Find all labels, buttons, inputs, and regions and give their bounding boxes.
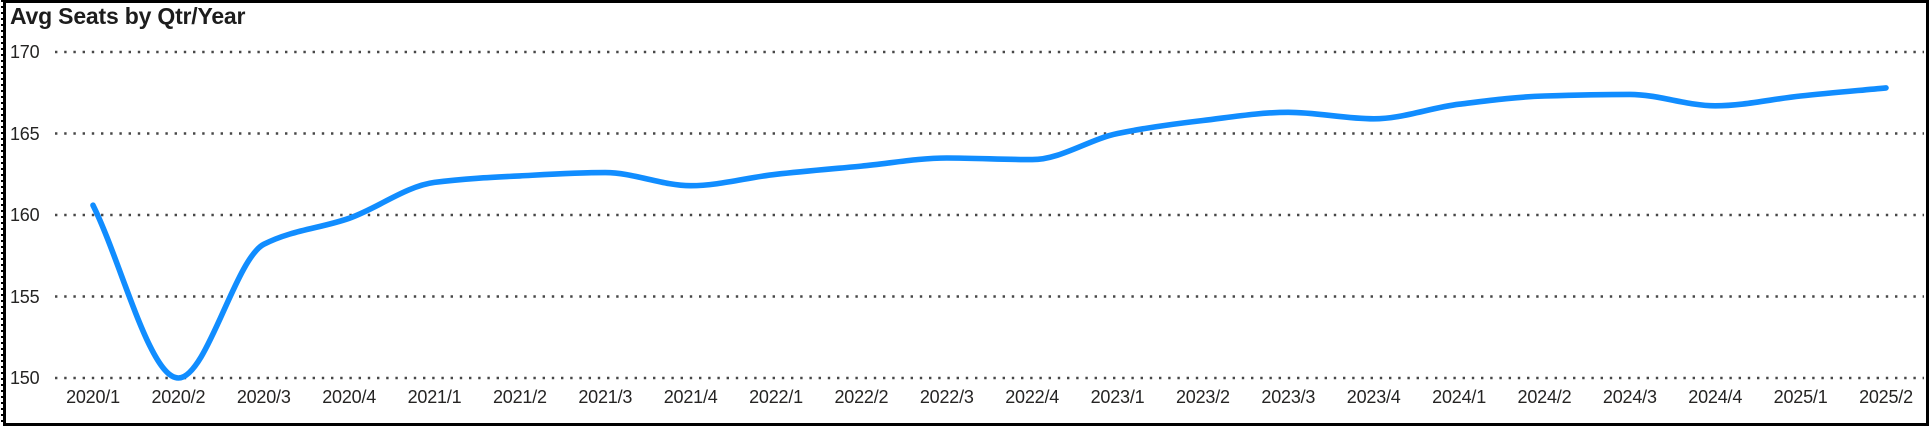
gridlines <box>55 50 1924 380</box>
y-axis-tick-label: 160 <box>10 205 40 225</box>
left-dashed-border <box>1 0 3 426</box>
x-axis-tick-label: 2024/2 <box>1517 387 1572 407</box>
x-axis-tick-label: 2021/3 <box>578 387 633 407</box>
y-axis-tick-label: 165 <box>10 123 40 144</box>
x-axis-tick-label: 2022/1 <box>749 387 803 407</box>
x-axis-tick-label: 2020/3 <box>236 387 291 407</box>
x-axis-tick-label: 2021/2 <box>492 387 547 407</box>
x-axis-tick-label: 2025/1 <box>1773 387 1828 407</box>
x-axis-tick-label: 2022/3 <box>919 387 974 407</box>
x-axis-tick-label: 2024/1 <box>1432 387 1487 407</box>
y-axis-tick-label: 150 <box>10 368 40 388</box>
x-axis-tick-label: 2021/4 <box>663 387 718 407</box>
series-line[interactable] <box>90 85 1889 381</box>
x-axis-tick-label: 2024/3 <box>1602 387 1657 407</box>
x-axis-tick-label: 2021/1 <box>407 387 462 407</box>
x-axis-tick-label: 2022/4 <box>1005 387 1060 407</box>
x-axis-tick-label: 2023/4 <box>1346 387 1401 407</box>
y-axis-tick-label: 155 <box>10 286 40 307</box>
x-axis-tick-label: 2023/2 <box>1176 387 1230 407</box>
x-axis-tick-label: 2024/4 <box>1688 387 1743 407</box>
x-axis-tick-label: 2025/2 <box>1859 387 1913 407</box>
chart-title: Avg Seats by Qtr/Year <box>10 3 246 29</box>
data-series-path[interactable] <box>90 85 1889 381</box>
x-axis-tick-label: 2023/3 <box>1261 387 1316 407</box>
x-axis-tick-label: 2020/1 <box>66 387 120 407</box>
y-axis-tick-label: 170 <box>10 42 40 62</box>
x-axis-tick-label: 2023/1 <box>1090 387 1145 407</box>
x-axis-tick-label: 2020/2 <box>151 387 206 407</box>
x-axis-tick-label: 2020/4 <box>322 387 377 407</box>
x-axis-tick-label: 2022/2 <box>834 387 889 407</box>
